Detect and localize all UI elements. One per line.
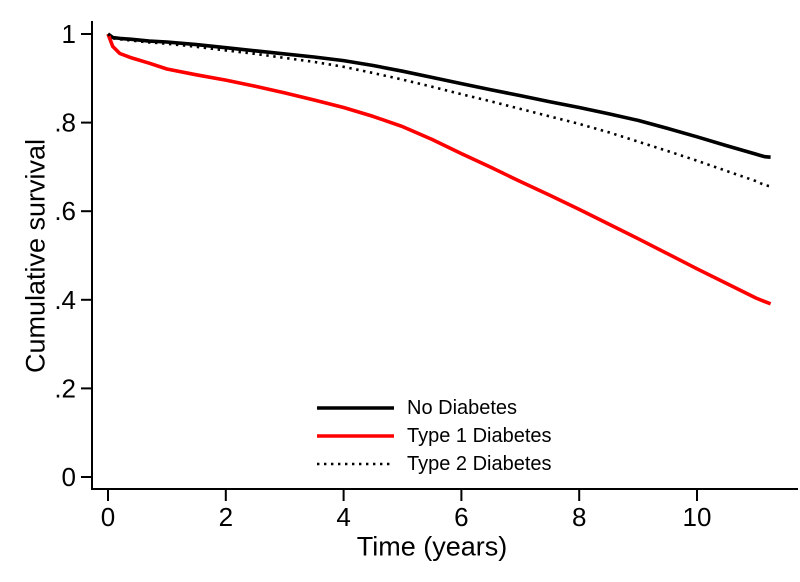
legend: No Diabetes Type 1 Diabetes Type 2 Diabete… [317, 394, 552, 478]
series-line-type-1-diabetes [106, 33, 772, 306]
x-tick-label: 2 [219, 502, 233, 532]
y-tick-label: .8 [54, 108, 76, 138]
y-axis-title: Cumulative survival [20, 138, 51, 374]
y-tick-label: .6 [54, 196, 76, 226]
legend-swatch [317, 434, 394, 438]
y-tick-label: 0 [62, 462, 76, 492]
legend-swatch [317, 462, 394, 466]
x-tick-label: 8 [572, 502, 586, 532]
x-tick-label: 10 [683, 502, 712, 532]
legend-label: No Diabetes [407, 396, 518, 419]
y-tick-label: 1 [62, 19, 76, 49]
x-axis-title: Time (years) [356, 531, 508, 562]
series-line-type-2-diabetes [107, 33, 771, 188]
legend-swatch [317, 406, 394, 410]
x-tick-label: 0 [101, 502, 115, 532]
x-tick-label: 6 [454, 502, 468, 532]
legend-label: Type 2 Diabetes [407, 452, 552, 475]
legend-item-type-2-diabetes: Type 2 Diabetes [317, 450, 552, 478]
y-tick-label: .4 [54, 285, 76, 315]
legend-label: Type 1 Diabetes [407, 424, 552, 447]
x-tick-label: 4 [336, 502, 350, 532]
legend-item-no-diabetes: No Diabetes [317, 394, 552, 422]
y-tick-label: .2 [54, 373, 76, 403]
legend-item-type-1-diabetes: Type 1 Diabetes [317, 422, 552, 450]
series-line-no-diabetes [106, 32, 771, 159]
